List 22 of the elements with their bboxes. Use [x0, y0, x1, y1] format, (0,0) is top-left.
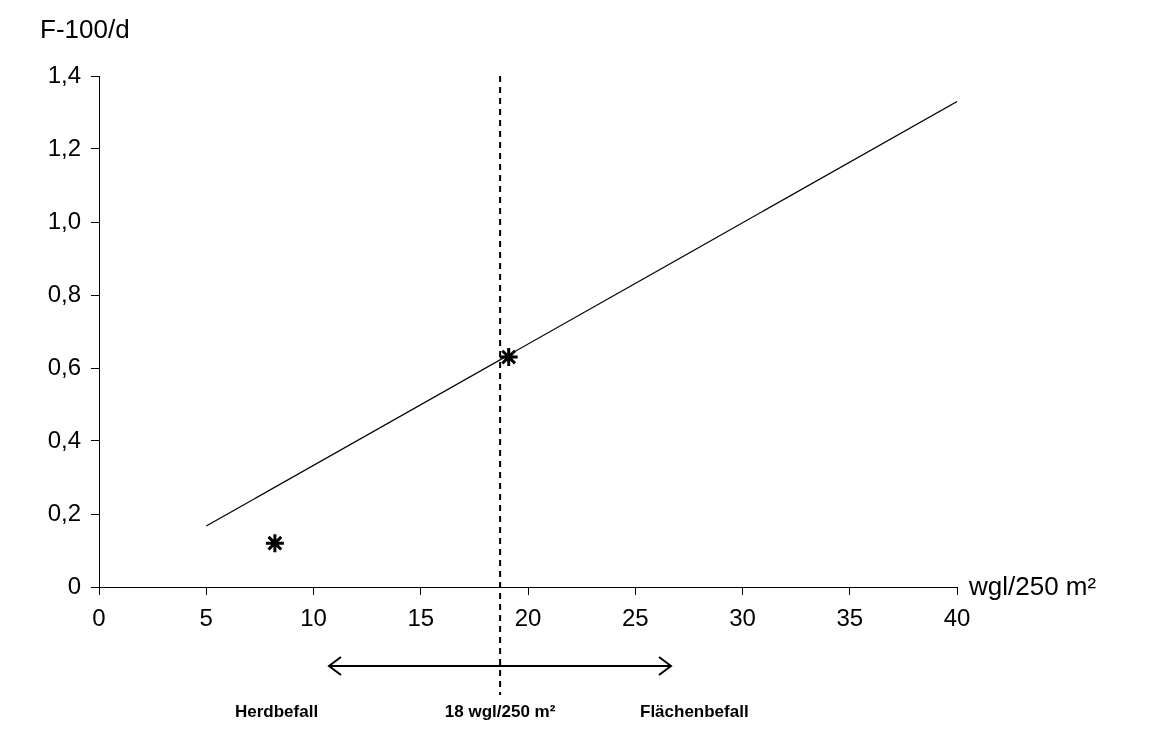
- y-tick-label: 0,2: [47, 498, 81, 526]
- x-tick-label: 25: [621, 604, 649, 632]
- x-tick-label: 40: [943, 604, 971, 632]
- x-tick-label: 0: [92, 604, 106, 632]
- x-tick-label: 10: [300, 604, 327, 632]
- x-tick-label: 35: [836, 604, 864, 632]
- text: Herdbefall: [235, 702, 319, 722]
- y-tick-label: 1,2: [47, 133, 81, 161]
- x-tick-label: 5: [199, 604, 213, 632]
- y-tick-label: 1,4: [47, 60, 81, 88]
- y-tick-label: 0,8: [47, 279, 81, 307]
- x-tick-label: 15: [407, 604, 435, 632]
- x-tick-label: 20: [514, 604, 542, 632]
- y-axis-title: F-100/d: [40, 14, 130, 45]
- x-tick-label: 30: [729, 604, 756, 632]
- x-axis-title: wgl/250 m²: [969, 571, 1097, 602]
- y-tick-label: 0: [67, 571, 81, 599]
- y-tick-label: 0,4: [47, 425, 81, 453]
- ref-line-label: 18 wgl/250 m²: [444, 701, 556, 721]
- y-tick-label: 0,6: [47, 352, 81, 380]
- text: Flächenbefall: [640, 702, 749, 722]
- y-tick-label: 1,0: [47, 206, 81, 234]
